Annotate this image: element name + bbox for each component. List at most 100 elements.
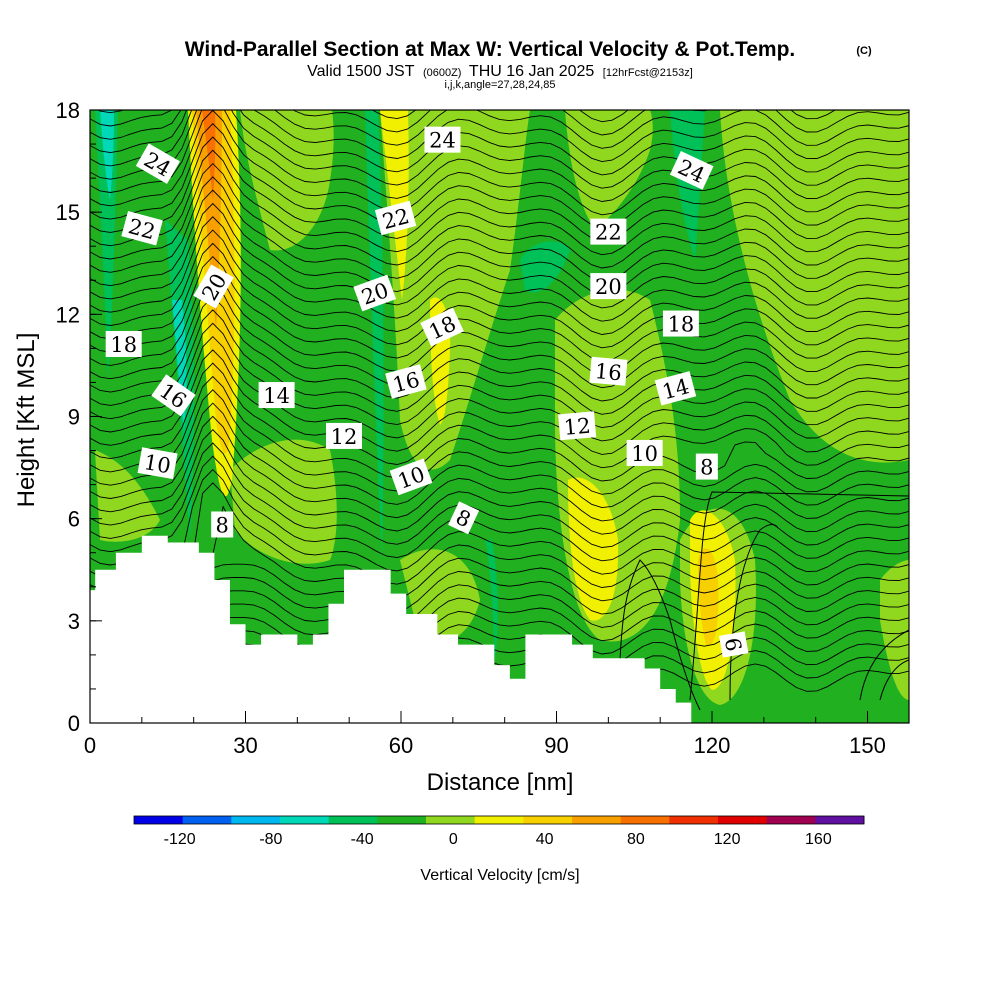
y-tick-label: 6 [68, 507, 80, 532]
theta-contour-line [90, 123, 909, 229]
contour-label-text: 16 [594, 359, 623, 385]
contour-label: 24 [424, 126, 461, 153]
x-tick-label: 90 [544, 733, 568, 758]
chart-title: Wind-Parallel Section at Max W: Vertical… [185, 38, 796, 61]
y-tick-label: 9 [68, 405, 80, 430]
theta-contour-line [90, 110, 909, 149]
contour-label: 10 [137, 447, 178, 480]
colorbar-frame [133, 815, 865, 825]
theta-contour-line [90, 577, 909, 628]
theta-contour-line [90, 375, 909, 482]
contour-label-box [626, 439, 663, 466]
y-tick-label: 0 [68, 711, 80, 736]
contour-label: 12 [558, 411, 597, 441]
theta-contours [90, 110, 909, 695]
theta-contour-line [90, 455, 909, 562]
theta-contour-line [90, 563, 909, 615]
colorbar [133, 815, 865, 825]
contour-label-box [654, 371, 697, 406]
colorbar-tick-label: 40 [536, 831, 554, 848]
theta-contour-line [90, 349, 909, 455]
colorbar-swatch [474, 816, 524, 824]
field-patch [100, 110, 114, 200]
contour-label-text: 20 [595, 275, 622, 299]
chart-title-tag: (C) [856, 45, 872, 57]
theta-contour-line [90, 229, 909, 335]
contour-label: 18 [662, 310, 699, 337]
contour-label: 22 [590, 218, 627, 245]
contour-label-box [325, 422, 362, 449]
contour-label: 14 [654, 371, 697, 406]
colorbar-swatch [134, 816, 184, 824]
contour-label-box [151, 374, 196, 417]
contour-label-box [193, 264, 234, 309]
subtitle-forecast: [12hrFcst@2153z] [603, 67, 693, 79]
contour-label-box [424, 126, 461, 153]
colorbar-swatch [231, 816, 281, 824]
colorbar-tick-label: 160 [805, 831, 832, 848]
field-patch [698, 548, 719, 646]
colorbar-label: Vertical Velocity [cm/s] [420, 867, 579, 884]
theta-contour-line [90, 110, 909, 176]
y-tick-label: 12 [56, 302, 80, 327]
colorbar-tick-label: -80 [259, 831, 282, 848]
contour-label-text: 14 [263, 384, 290, 408]
subtitle-date: THU 16 Jan 2025 [469, 63, 595, 80]
contour-label-box [662, 310, 699, 337]
theta-contour-line [90, 216, 909, 322]
colorbar-swatch [669, 816, 719, 824]
contour-label: 14 [258, 382, 295, 409]
contour-label-text: 8 [700, 456, 713, 480]
x-tick-label: 150 [849, 733, 886, 758]
contour-label-text: 6 [720, 636, 746, 653]
field-patch [670, 110, 705, 260]
theta-contour-line [90, 468, 909, 575]
field-patch [568, 477, 619, 621]
theta-contour-line [90, 402, 909, 509]
colorbar-tick-label: -120 [164, 831, 196, 848]
theta-contour-line [90, 335, 909, 442]
contour-label-text: 10 [631, 442, 658, 466]
low-contour [619, 559, 701, 711]
contour-label-text: 12 [331, 425, 358, 449]
colorbar-swatch [620, 816, 670, 824]
subtitle-valid: Valid 1500 JST [307, 63, 415, 80]
colorbar-swatch [718, 816, 768, 824]
theta-contour-line [90, 149, 909, 256]
contour-label-text: 18 [668, 313, 695, 337]
contour-label-box [719, 631, 749, 658]
contour-label-box [590, 273, 627, 300]
colorbar-swatch [426, 816, 476, 824]
low-contour [689, 491, 909, 701]
theta-contour-line [90, 389, 909, 495]
contour-label-box [695, 453, 718, 480]
field-patch [565, 110, 653, 230]
colorbar-tick-label: 120 [714, 831, 741, 848]
theta-contour-line [90, 482, 909, 588]
contour-label-box [385, 364, 427, 399]
theta-contour-line [90, 362, 909, 469]
colorbar-tick-label: 80 [627, 831, 645, 848]
theta-contour-line [90, 202, 909, 309]
field-patch [880, 560, 909, 700]
colorbar-swatch [182, 816, 232, 824]
colorbar-swatch [377, 816, 427, 824]
contour-label: 18 [105, 330, 142, 357]
contour-label-box [353, 274, 397, 312]
subtitle-utc: (0600Z) [423, 67, 462, 79]
contour-label: 6 [719, 631, 749, 658]
y-tick-label: 18 [56, 98, 80, 123]
contour-label: 20 [590, 273, 627, 300]
field-patch [240, 110, 334, 251]
theta-contour-line [90, 110, 909, 163]
colorbar-tick-label: -40 [351, 831, 374, 848]
contour-label: 8 [448, 501, 480, 535]
field-patch [520, 241, 570, 293]
contour-label-box [590, 218, 627, 245]
contour-label-box [135, 143, 180, 184]
colorbar-swatch [815, 816, 865, 824]
contour-label: 16 [589, 356, 628, 386]
theta-contour-line [90, 242, 909, 349]
contour-label: 8 [211, 511, 234, 538]
y-tick-label: 3 [68, 609, 80, 634]
